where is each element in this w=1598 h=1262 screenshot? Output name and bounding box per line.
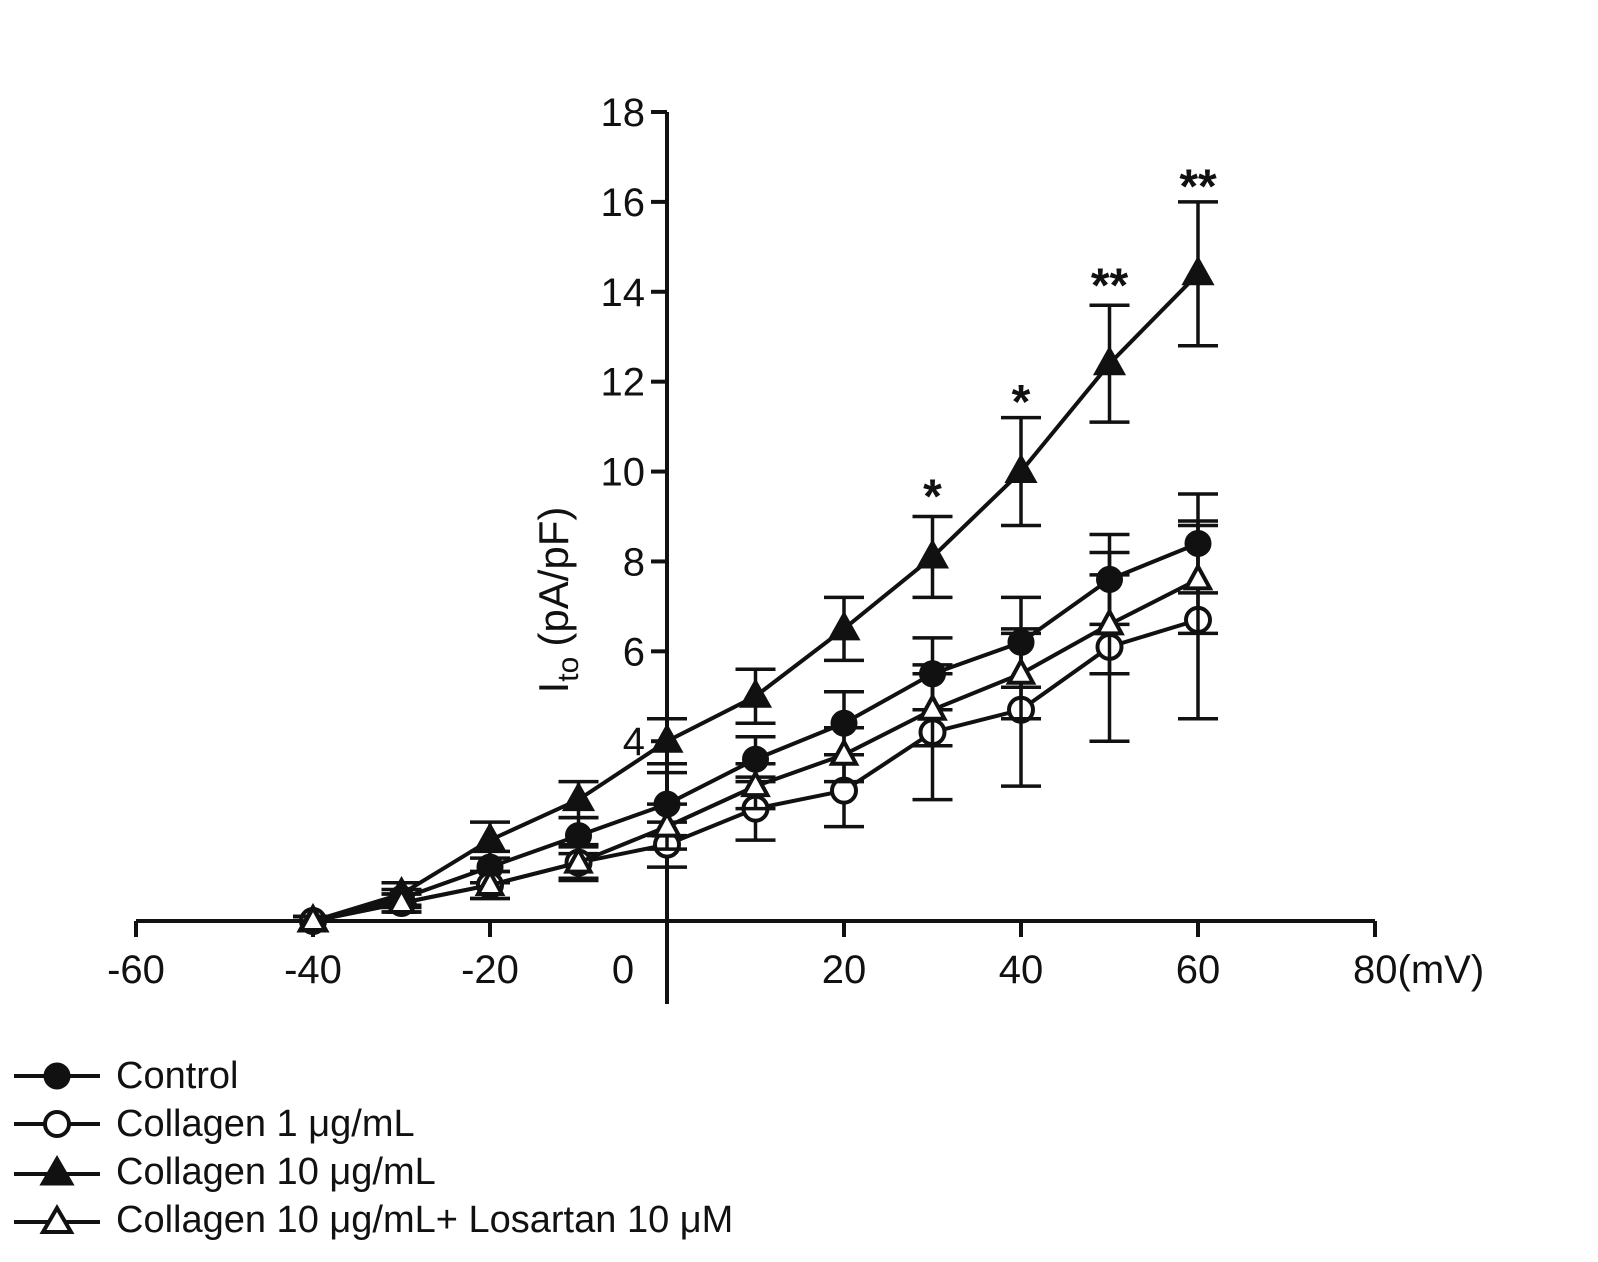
data-point [917,692,948,721]
y-axis-label-sub: to [552,657,585,682]
data-point [1005,656,1037,685]
x-tick-label: 60 [1176,948,1221,992]
data-point [563,845,594,874]
significance-marker: ** [1179,160,1217,213]
y-tick-label: 4 [623,720,645,764]
legend-item-collagen-10: Collagen 10 μg/mL [12,1148,733,1196]
x-axis-label: (mV) [1398,948,1485,992]
y-tick-label: 6 [623,630,645,674]
legend-label: Collagen 10 μg/mL [116,1150,436,1193]
series-triangle-open [293,523,1218,932]
data-point [650,723,684,753]
data-point [474,867,506,897]
legend-item-collagen-1: Collagen 1 μg/mL [12,1100,733,1148]
x-tick-label: -60 [107,948,165,992]
legend-marker-circle-filled-icon [14,1062,100,1090]
data-point [386,885,417,915]
series-circle-open [293,519,1218,935]
series-line [312,541,1199,923]
data-point [740,768,771,798]
y-tick-label: 14 [601,271,646,315]
series-layer [293,200,1218,935]
legend-marker-triangle-open-icon [14,1204,100,1234]
data-point [1182,562,1214,591]
data-point [297,903,329,932]
significance-marker: ** [1091,259,1129,312]
series-triangle-filled [293,200,1218,933]
y-tick-label: 18 [601,91,646,135]
x-tick-label: -20 [461,948,519,992]
data-point [1092,345,1127,376]
legend: Control Collagen 1 μg/mL Collagen 10 μg/… [12,1052,733,1244]
y-axis-label-unit: (pA/pF) [530,507,577,647]
legend-label: Control [116,1054,239,1097]
x-tick-label: 40 [999,948,1044,992]
annotation-layer: ****** [923,160,1217,523]
data-point [915,538,950,569]
legend-item-collagen-10-losartan: Collagen 10 μg/mL+ Losartan 10 μM [12,1196,733,1244]
data-point [1094,607,1125,636]
significance-marker: * [1012,376,1031,429]
legend-item-control: Control [12,1052,733,1100]
data-point [738,678,773,708]
y-tick-label: 16 [601,181,646,225]
data-point [827,610,861,641]
significance-marker: * [923,471,942,524]
data-point [1004,453,1038,484]
data-point [828,737,860,766]
x-tick-label: 20 [822,948,867,992]
axes-layer: -60 -40 -20 0 20 40 60 80(mV) 4 6 8 10 12 14 16 18 [107,91,1484,1004]
legend-marker-triangle-filled-icon [14,1154,100,1186]
data-point [473,822,507,852]
y-tick-label: 8 [623,540,645,584]
legend-label: Collagen 10 μg/mL+ Losartan 10 μM [116,1198,734,1241]
data-point [561,781,596,812]
y-tick-label: 10 [601,451,646,495]
y-axis-label-main: I [530,682,577,694]
legend-marker-circle-open-icon [14,1110,100,1138]
y-tick-label: 12 [601,361,646,405]
legend-label: Collagen 1 μg/mL [116,1102,415,1145]
data-point [1181,255,1215,286]
x-tick-label: -40 [284,948,342,992]
x-tick-label: 0 [612,948,634,992]
x-tick-label: 80(mV) [1353,948,1484,992]
data-point [651,809,683,838]
y-axis-label: Ito (pA/pF) [530,507,585,694]
